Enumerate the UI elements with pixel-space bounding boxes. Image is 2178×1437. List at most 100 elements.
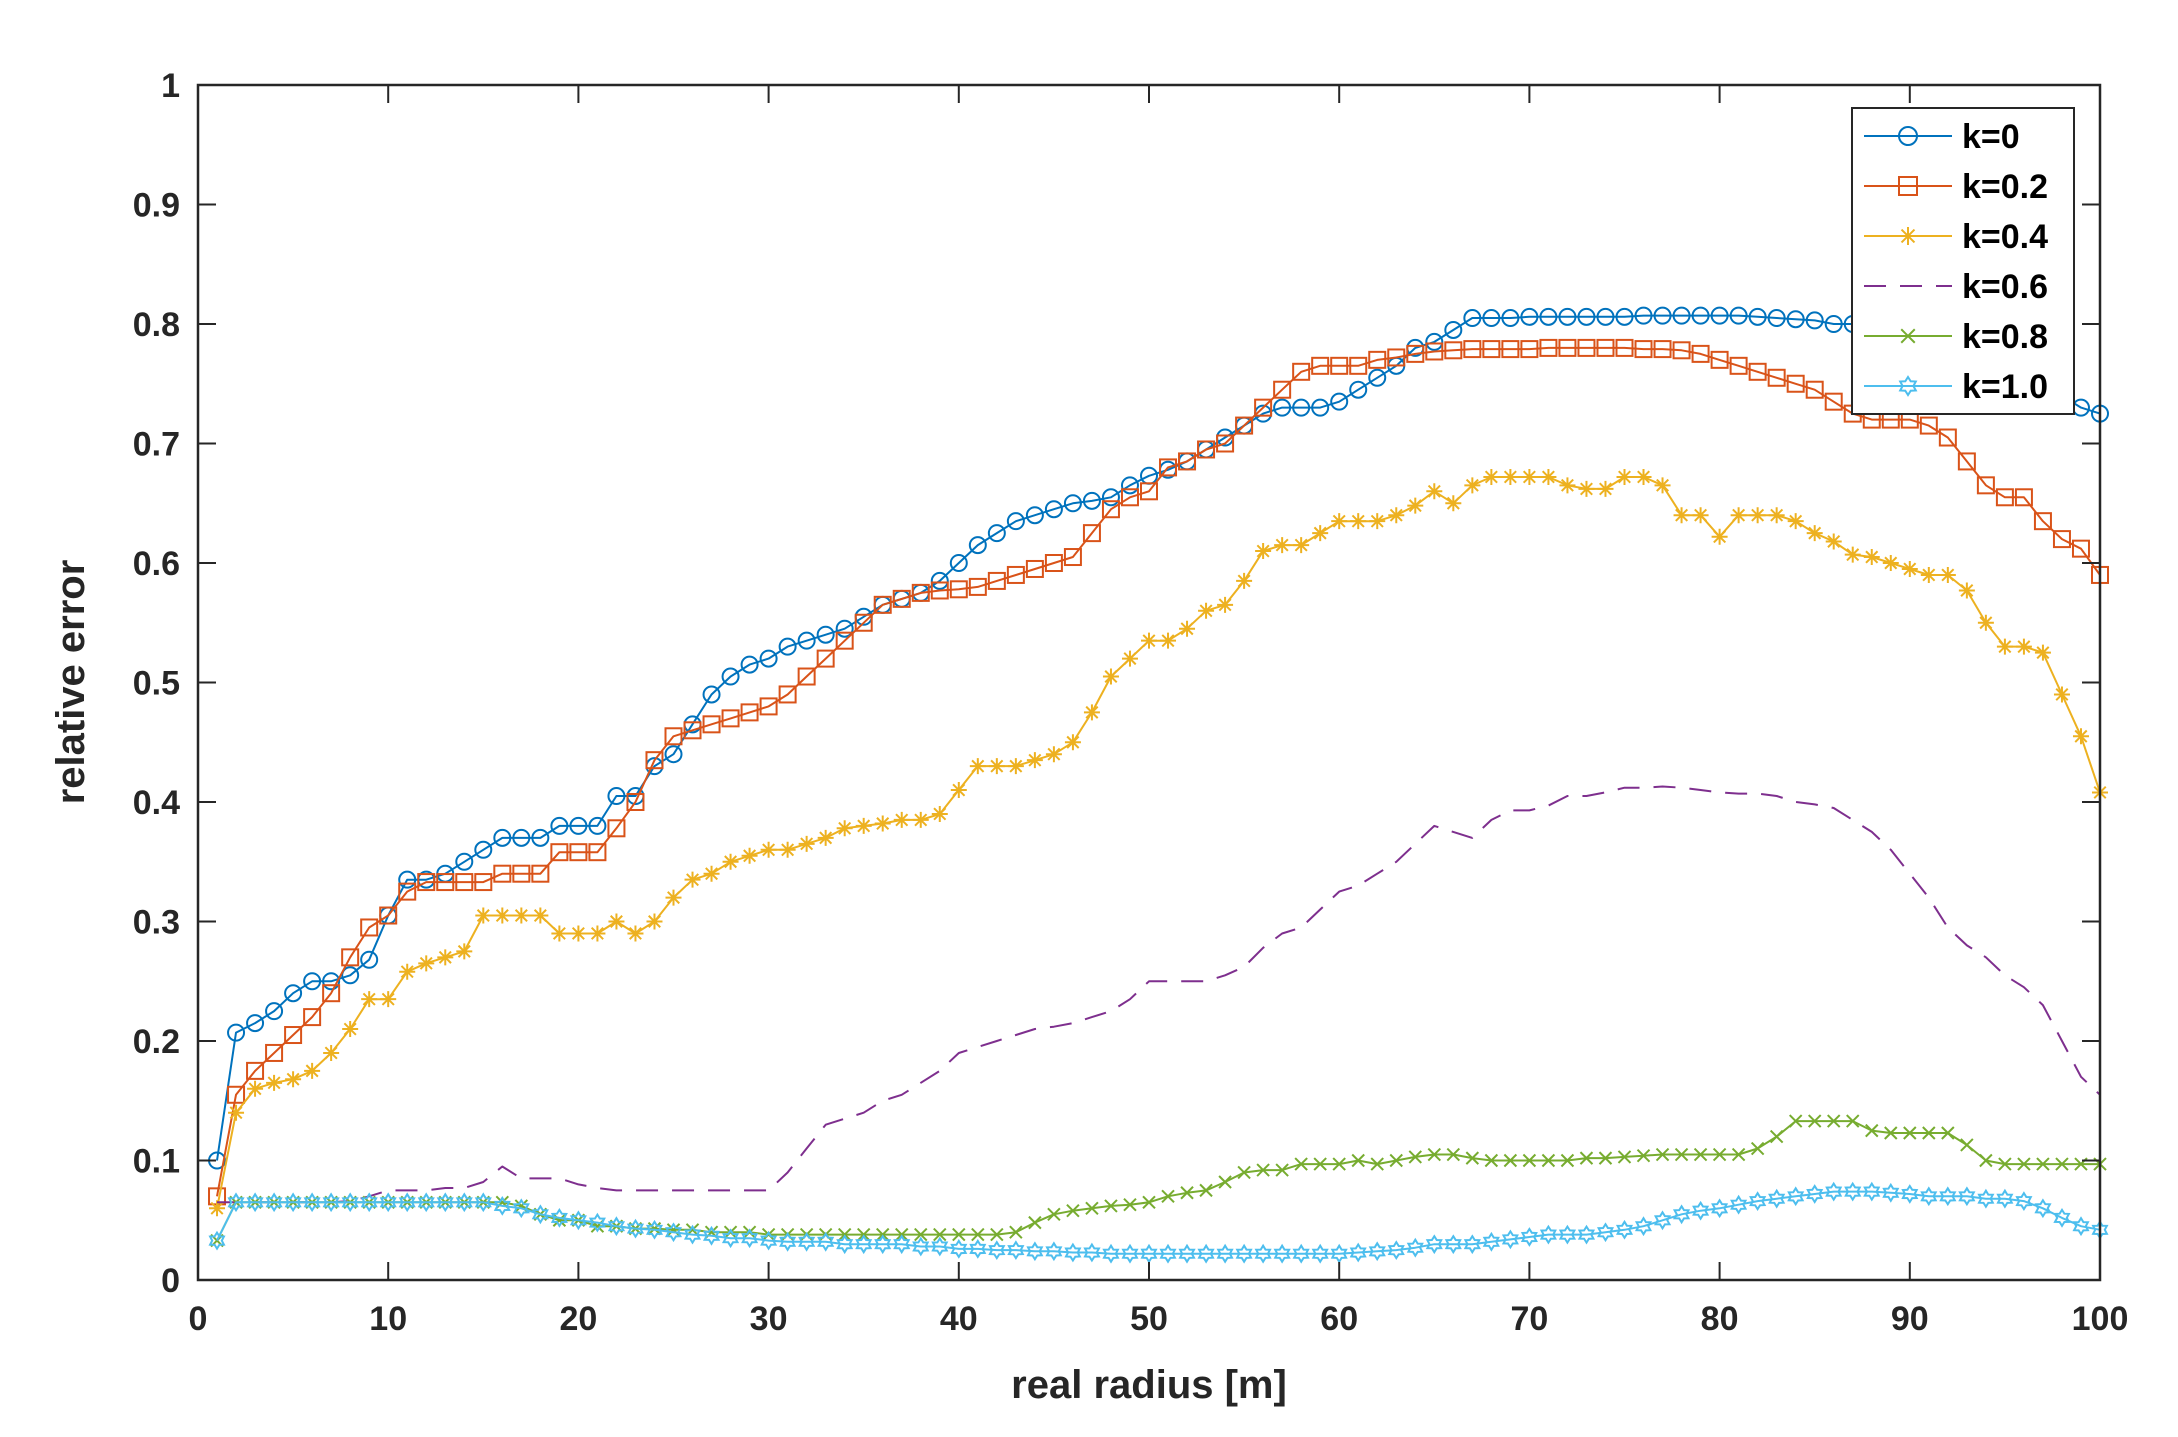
data-point-x: [1389, 1153, 1403, 1168]
data-point-x: [1047, 1207, 1061, 1221]
data-point-circle: [360, 950, 379, 969]
data-point-circle: [1444, 320, 1463, 339]
data-point-square: [569, 843, 588, 862]
data-point-circle: [1120, 476, 1139, 495]
data-point-x: [1769, 1129, 1784, 1144]
data-point-square: [322, 984, 341, 1003]
data-point-x: [723, 1225, 738, 1239]
data-point-hexagram: [1216, 1243, 1234, 1264]
data-point-circle: [1368, 368, 1387, 387]
x-tick-label: 50: [1130, 1300, 1168, 1338]
data-point-asterisk: [2015, 638, 2032, 655]
y-tick-label: 0.2: [133, 1023, 180, 1061]
y-tick-label: 0.6: [133, 545, 180, 583]
data-point-asterisk: [1312, 525, 1329, 542]
data-point-asterisk: [1464, 477, 1481, 494]
data-point-square: [1995, 488, 2014, 507]
data-point-x: [1941, 1126, 1955, 1140]
data-point-circle: [1330, 392, 1349, 411]
data-point-asterisk: [1958, 582, 1975, 599]
data-point-x: [1617, 1150, 1632, 1164]
data-point-square: [721, 709, 740, 728]
data-point-asterisk: [1236, 572, 1253, 589]
data-point-asterisk: [437, 949, 454, 966]
data-point-circle: [1634, 306, 1653, 325]
data-point-asterisk: [855, 817, 872, 834]
x-tick-label: 20: [559, 1300, 597, 1338]
data-point-asterisk: [247, 1080, 264, 1097]
data-point-square: [1539, 338, 1558, 357]
data-point-x: [1655, 1147, 1670, 1162]
legend-item: k=0.8: [1864, 318, 2048, 356]
data-point-x: [971, 1227, 985, 1242]
data-point-hexagram: [1159, 1243, 1177, 1264]
data-point-square: [892, 589, 911, 608]
data-point-square: [2052, 530, 2071, 549]
data-point-circle: [1729, 306, 1748, 325]
data-point-asterisk: [1388, 507, 1405, 524]
data-point-hexagram: [417, 1192, 435, 1213]
data-point-hexagram: [931, 1236, 949, 1257]
data-point-hexagram: [265, 1192, 283, 1213]
y-tick-labels: 0 0.1 0.2 0.3 0.4 0.5 0.6 0.7 0.8 0.9 1: [133, 67, 180, 1300]
data-point-hexagram: [1463, 1234, 1481, 1255]
data-point-hexagram: [855, 1234, 873, 1255]
data-point-hexagram: [1045, 1241, 1063, 1262]
x-tick-labels: 0 10 20 30 40 50 60 70 80 90 100: [189, 1300, 2129, 1338]
data-point-asterisk: [1502, 468, 1519, 485]
data-point-asterisk: [323, 1044, 340, 1061]
data-point-square: [550, 843, 569, 862]
data-point-circle: [550, 816, 569, 835]
data-point-hexagram: [1653, 1210, 1672, 1231]
data-point-asterisk: [1825, 533, 1842, 550]
series-layer: [208, 306, 2109, 1264]
data-point-square: [512, 864, 531, 883]
data-point-x: [1674, 1147, 1689, 1162]
data-point-square: [1653, 340, 1672, 359]
data-point-square: [1482, 340, 1501, 359]
data-point-square: [2014, 488, 2033, 507]
data-point-hexagram: [1482, 1231, 1500, 1252]
data-point-circle: [493, 828, 512, 847]
data-point-asterisk: [1293, 537, 1310, 554]
data-point-hexagram: [227, 1192, 245, 1213]
data-point-square: [987, 571, 1006, 590]
data-point-hexagram: [760, 1230, 778, 1251]
data-point-x: [1161, 1189, 1175, 1204]
data-point-circle: [1520, 307, 1539, 326]
data-point-square: [835, 631, 854, 650]
data-point-x: [1142, 1195, 1156, 1210]
data-point-asterisk: [285, 1071, 302, 1088]
data-point-circle: [227, 1023, 246, 1042]
data-point-square: [284, 1026, 303, 1045]
data-point-hexagram: [1882, 1182, 1900, 1203]
data-point-square: [1898, 176, 1918, 196]
data-point-hexagram: [1368, 1241, 1386, 1262]
data-point-asterisk: [1045, 746, 1062, 763]
data-point-x: [1922, 1126, 1936, 1140]
series-line: [216, 1190, 2101, 1255]
data-point-square: [702, 715, 721, 734]
data-point-square: [1311, 356, 1330, 375]
data-point-hexagram: [1121, 1243, 1139, 1264]
data-point-square: [1254, 398, 1273, 417]
data-point-circle: [835, 619, 854, 638]
data-point-square: [1805, 380, 1824, 399]
data-point-asterisk: [1899, 227, 1917, 245]
data-point-asterisk: [1787, 513, 1804, 530]
data-point-circle: [1082, 491, 1101, 510]
x-axis-title: real radius [m]: [1011, 1363, 1287, 1407]
data-point-circle: [569, 816, 588, 835]
data-point-circle: [1748, 307, 1767, 326]
series-k-0-4: [209, 468, 2108, 1217]
data-point-circle: [1786, 310, 1805, 329]
data-point-asterisk: [2072, 728, 2089, 745]
data-point-square: [1120, 488, 1139, 507]
data-point-hexagram: [1349, 1242, 1367, 1263]
data-point-hexagram: [1996, 1188, 2014, 1209]
data-point-asterisk: [1255, 543, 1272, 560]
data-point-asterisk: [2034, 644, 2051, 661]
data-point-square: [949, 580, 968, 599]
data-point-hexagram: [1692, 1200, 1710, 1221]
data-point-square: [531, 864, 550, 883]
